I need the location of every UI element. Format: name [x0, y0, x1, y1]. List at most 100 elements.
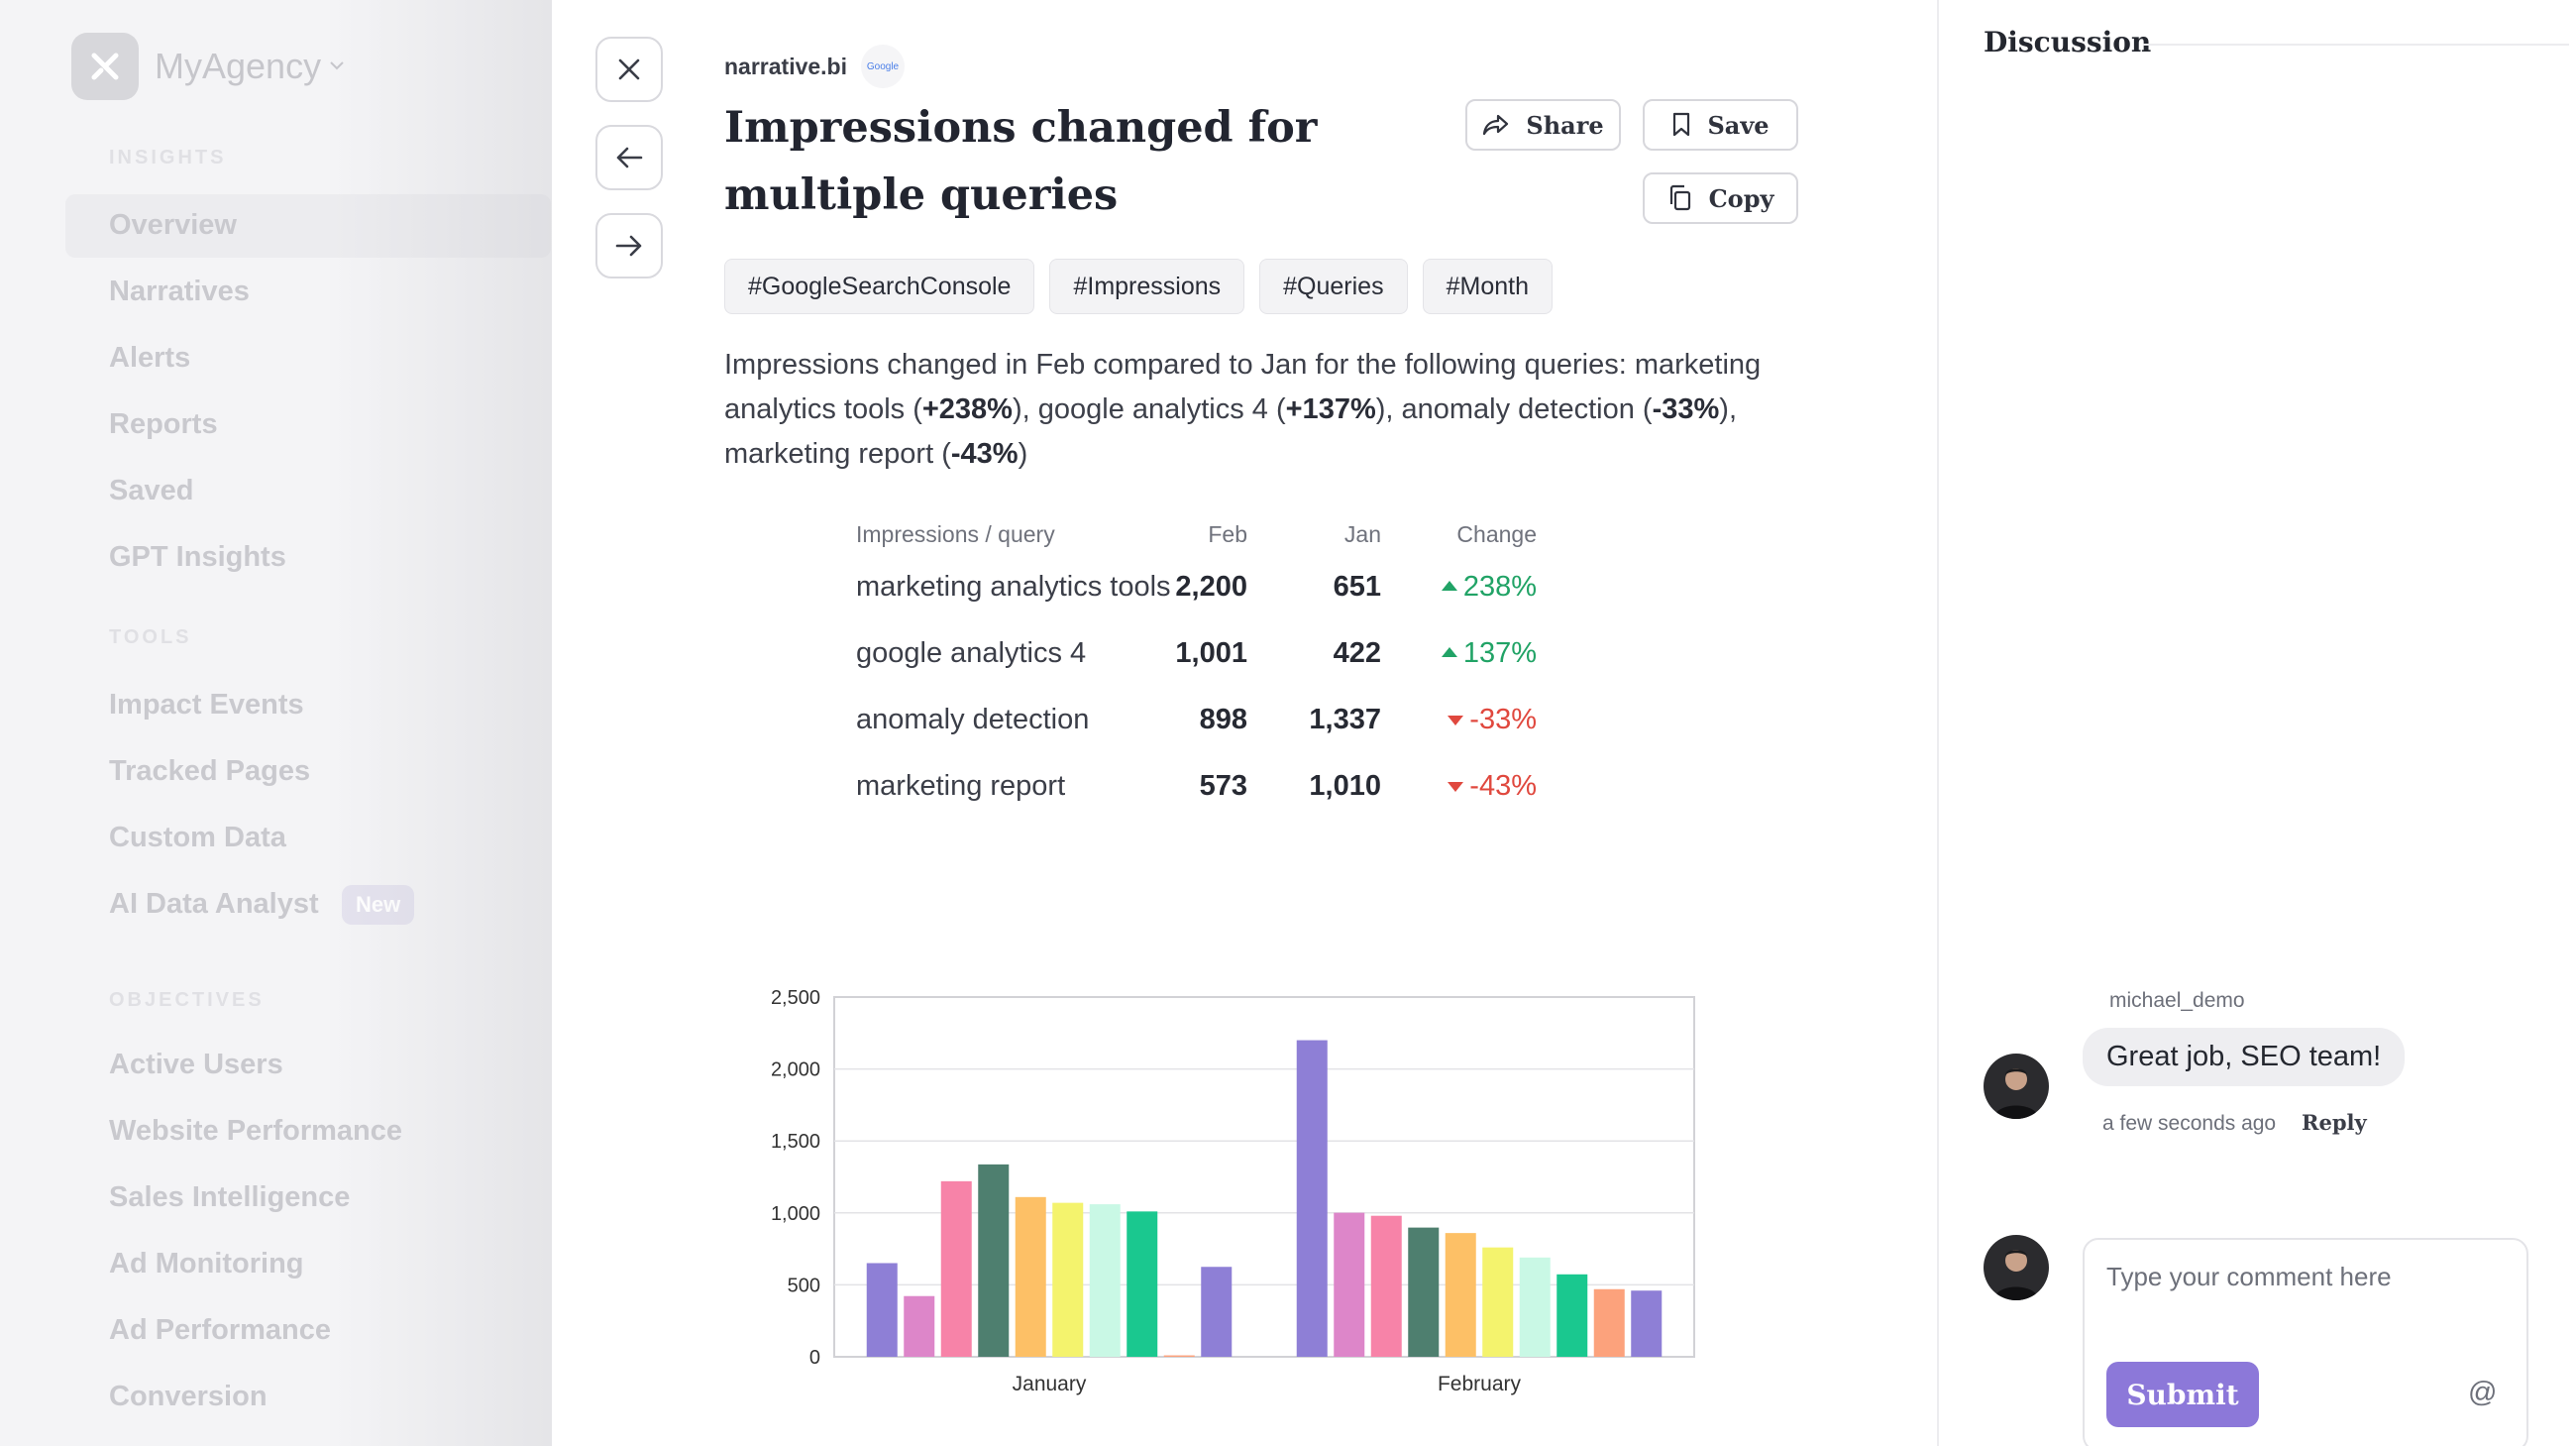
tag-queries[interactable]: #Queries	[1259, 259, 1408, 314]
column-header-change: Change	[1456, 521, 1537, 547]
bar	[1296, 1040, 1328, 1357]
bar	[1334, 1212, 1365, 1357]
plot-area	[833, 996, 1695, 1358]
copy-label: Copy	[1708, 183, 1774, 213]
y-tick-label: 2,500	[771, 987, 820, 1009]
feb-cell: 2,200	[1175, 571, 1247, 603]
change-cell: 137%	[1441, 637, 1537, 670]
change-value: -43%	[1469, 770, 1537, 802]
save-label: Save	[1707, 110, 1770, 140]
change-cell: -43%	[1448, 770, 1537, 803]
tag-google-search-console[interactable]: #GoogleSearchConsole	[724, 259, 1035, 314]
source-name: narrative.bi	[724, 53, 847, 79]
avatar	[1984, 1054, 2049, 1119]
comment-input[interactable]	[2106, 1262, 2503, 1292]
nav-item-impact-events[interactable]: Impact Events	[109, 689, 304, 721]
change-value: -33%	[1469, 704, 1537, 735]
nav-item-ai-data-analyst[interactable]: AI Data Analyst	[109, 888, 319, 920]
nav-section-objectives: OBJECTIVES	[109, 989, 265, 1011]
bar	[1052, 1202, 1084, 1357]
nav-item-ad-performance[interactable]: Ad Performance	[109, 1314, 332, 1346]
y-tick-label: 1,500	[771, 1131, 820, 1153]
nav-item-website-performance[interactable]: Website Performance	[109, 1115, 403, 1147]
summary-value: +238%	[921, 393, 1013, 425]
nav-item-narratives[interactable]: Narratives	[109, 276, 250, 307]
change-cell: 238%	[1441, 571, 1537, 604]
chevron-down-icon	[329, 57, 345, 75]
google-logo-icon: Google	[861, 45, 905, 88]
sidebar: MyAgency INSIGHTS Overview Narratives Al…	[0, 0, 552, 1446]
y-tick-label: 0	[809, 1347, 820, 1369]
divider	[2143, 44, 2569, 46]
column-header-feb: Feb	[1208, 521, 1247, 547]
next-insight-button[interactable]	[595, 213, 663, 278]
nav-item-tracked-pages[interactable]: Tracked Pages	[109, 755, 311, 787]
trend-up-icon	[1441, 581, 1457, 591]
table-header: Impressions / query Feb Jan Change	[856, 521, 1668, 559]
nav-item-alerts[interactable]: Alerts	[109, 342, 191, 374]
bar	[1482, 1247, 1514, 1357]
tag-month[interactable]: #Month	[1422, 259, 1553, 314]
nav-item-sales-intelligence[interactable]: Sales Intelligence	[109, 1181, 351, 1213]
mention-icon[interactable]: @	[2468, 1377, 2498, 1408]
nav-active-highlight	[65, 194, 551, 258]
table-row: anomaly detection 898 1,337 -33%	[856, 692, 1668, 758]
save-button[interactable]: Save	[1643, 99, 1798, 151]
insight-title: Impressions changed for multiple queries	[724, 103, 1318, 220]
discussion-title: Discussion	[1984, 26, 2152, 58]
nav-item-reports[interactable]: Reports	[109, 408, 218, 440]
nav-item-overview[interactable]: Overview	[109, 209, 237, 241]
change-value: 238%	[1462, 571, 1537, 603]
comment-bubble: Great job, SEO team!	[2083, 1028, 2406, 1086]
bar	[978, 1164, 1010, 1357]
comment-composer: Submit @	[2083, 1238, 2528, 1446]
summary-value: -33%	[1652, 393, 1720, 425]
nav-item-active-users[interactable]: Active Users	[109, 1049, 283, 1080]
bar	[1408, 1227, 1440, 1357]
agency-logo-icon	[71, 33, 139, 100]
close-button[interactable]	[595, 37, 663, 102]
bar	[1519, 1257, 1551, 1357]
bar	[1089, 1204, 1121, 1357]
google-logo-text: Google	[866, 60, 900, 72]
reply-button[interactable]: Reply	[2302, 1110, 2367, 1135]
bookmark-icon	[1673, 112, 1690, 137]
close-icon	[618, 58, 640, 80]
share-icon	[1483, 114, 1509, 136]
query-cell: anomaly detection	[856, 704, 1090, 735]
tag-impressions[interactable]: #Impressions	[1049, 259, 1245, 314]
y-tick-label: 500	[788, 1275, 820, 1296]
trend-up-icon	[1441, 647, 1457, 657]
query-cell: marketing analytics tools	[856, 571, 1171, 603]
copy-button[interactable]: Copy	[1643, 172, 1798, 224]
nav-section-tools: TOOLS	[109, 626, 192, 648]
nav-item-conversion[interactable]: Conversion	[109, 1381, 268, 1412]
copy-icon	[1669, 184, 1690, 211]
insight-source: narrative.bi Google	[724, 45, 905, 88]
avatar	[1984, 1235, 2049, 1300]
feb-cell: 573	[1199, 770, 1247, 802]
previous-insight-button[interactable]	[595, 125, 663, 190]
column-header-query: Impressions / query	[856, 521, 1055, 547]
nav-item-gpt-insights[interactable]: GPT Insights	[109, 541, 286, 573]
share-label: Share	[1526, 110, 1604, 140]
brand-name: MyAgency	[155, 46, 322, 86]
summary-text: ), google analytics 4 (	[1012, 393, 1286, 425]
nav-item-custom-data[interactable]: Custom Data	[109, 822, 286, 853]
summary-text: )	[1018, 438, 1028, 470]
x-tick-label: January	[1013, 1373, 1087, 1395]
brand-switcher[interactable]: MyAgency	[71, 33, 345, 100]
query-cell: marketing report	[856, 770, 1066, 802]
change-cell: -33%	[1448, 704, 1537, 736]
nav-item-saved[interactable]: Saved	[109, 475, 194, 506]
bar	[1631, 1290, 1663, 1357]
nav-section-insights: INSIGHTS	[109, 147, 227, 168]
bar	[1015, 1196, 1046, 1357]
bar	[940, 1180, 972, 1357]
share-button[interactable]: Share	[1465, 99, 1621, 151]
bar	[1201, 1267, 1233, 1357]
bar	[904, 1295, 935, 1357]
submit-button[interactable]: Submit	[2106, 1362, 2259, 1427]
nav-item-ad-monitoring[interactable]: Ad Monitoring	[109, 1248, 304, 1279]
summary-value: -43%	[950, 438, 1019, 470]
